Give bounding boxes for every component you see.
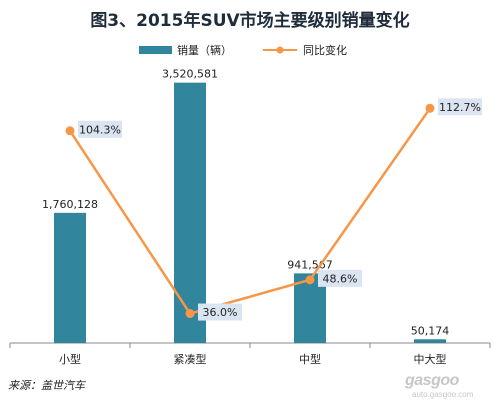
legend-line-marker (276, 46, 284, 54)
line-value-label: 48.6% (323, 272, 358, 285)
bar-0 (54, 212, 86, 343)
line-label-box (78, 120, 122, 138)
chart-title: 图3、2015年SUV市场主要级别销量变化 (90, 11, 410, 31)
legend-bar-swatch (139, 46, 172, 54)
x-tick-label: 紧凑型 (174, 352, 207, 366)
watermark-logo: gasgoo (405, 372, 459, 389)
bar-1 (174, 82, 206, 344)
x-tick-label: 小型 (59, 352, 81, 366)
bar-value-label: 1,760,128 (42, 198, 98, 211)
legend-line-label: 同比变化 (303, 43, 347, 57)
line-value-label: 104.3% (79, 123, 121, 136)
legend: 销量（辆） 同比变化 (139, 43, 347, 57)
x-tick-label: 中大型 (414, 352, 447, 366)
line-series (68, 107, 432, 316)
x-tick-label: 中型 (299, 352, 321, 366)
bar-value-label: 50,174 (411, 324, 450, 337)
source-note: 来源：盖世汽车 (8, 379, 85, 392)
line-value-label: 112.7% (439, 101, 481, 114)
bar-value-label: 941,567 (287, 258, 333, 271)
line-point-1 (185, 309, 195, 319)
legend-bar-label: 销量（辆） (177, 43, 232, 57)
bar-3 (414, 339, 446, 343)
line-label-box (318, 269, 362, 287)
line-point-0 (65, 126, 75, 136)
line-point-3 (425, 103, 435, 113)
line-point-2 (305, 275, 315, 285)
bar-value-label: 3,520,581 (162, 68, 218, 81)
line-label-box (198, 303, 242, 321)
line-value-label: 36.0% (203, 306, 238, 319)
line-label-box (438, 98, 482, 116)
watermark-url: auto.gasgoo.com (412, 390, 474, 399)
